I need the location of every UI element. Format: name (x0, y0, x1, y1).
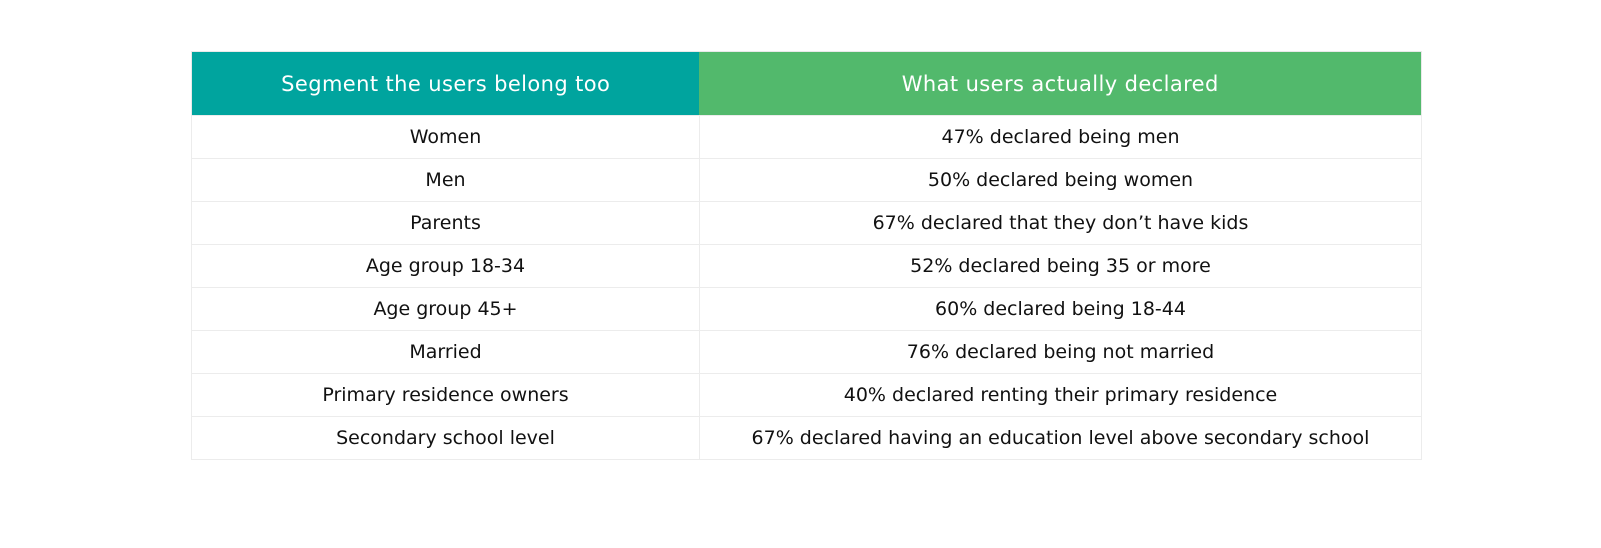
segment-cell: Secondary school level (191, 416, 700, 460)
declared-cell: 40% declared renting their primary resid… (698, 373, 1423, 417)
segment-declaration-table-container: Segment the users belong too What users … (191, 51, 1423, 460)
table-row: Parents 67% declared that they don’t have… (191, 201, 1423, 245)
segment-cell: Age group 45+ (191, 287, 700, 331)
segment-cell: Married (191, 330, 700, 374)
column-header-declared: What users actually declared (699, 51, 1422, 116)
segment-declaration-table: Segment the users belong too What users … (191, 51, 1423, 460)
declared-cell: 67% declared that they don’t have kids (698, 201, 1423, 245)
declared-cell: 50% declared being women (698, 158, 1423, 202)
segment-cell: Age group 18-34 (191, 244, 700, 288)
declared-cell: 47% declared being men (698, 115, 1423, 159)
table-row: Age group 18-34 52% declared being 35 or … (191, 244, 1423, 288)
table-row: Men 50% declared being women (191, 158, 1423, 202)
declared-cell: 76% declared being not married (698, 330, 1423, 374)
declared-cell: 52% declared being 35 or more (698, 244, 1423, 288)
table-body: Women 47% declared being men Men 50% declar… (191, 115, 1423, 460)
segment-cell: Parents (191, 201, 700, 245)
declared-cell: 67% declared having an education level a… (698, 416, 1423, 460)
table-row: Married 76% declared being not married (191, 330, 1423, 374)
column-header-segment: Segment the users belong too (191, 51, 700, 116)
table-row: Secondary school level 67% declared havin… (191, 416, 1423, 460)
segment-cell: Men (191, 158, 700, 202)
segment-cell: Primary residence owners (191, 373, 700, 417)
declared-cell: 60% declared being 18-44 (698, 287, 1423, 331)
table-row: Primary residence owners 40% declared ren… (191, 373, 1423, 417)
segment-cell: Women (191, 115, 700, 159)
table-row: Women 47% declared being men (191, 115, 1423, 159)
header-row: Segment the users belong too What users … (191, 51, 1422, 116)
table-row: Age group 45+ 60% declared being 18-44 (191, 287, 1423, 331)
